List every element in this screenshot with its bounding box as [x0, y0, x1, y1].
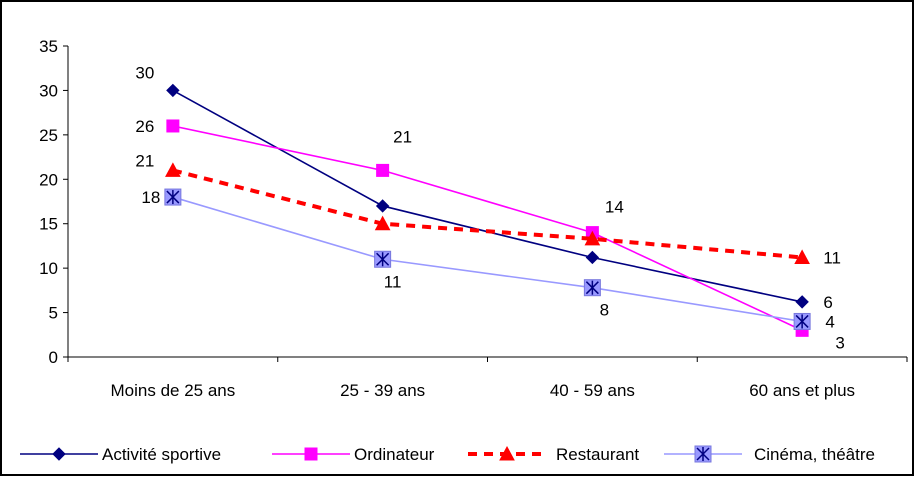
y-tick-label: 35 [39, 37, 58, 56]
legend-item: Cinéma, théâtre [664, 445, 875, 464]
data-point [583, 279, 601, 297]
data-labels: 30 6 26 21 14 3 21 11 18 11 8 4 [135, 63, 844, 352]
data-label: 14 [605, 198, 624, 217]
data-label: 26 [135, 117, 154, 136]
data-label: 30 [135, 63, 154, 82]
data-point [165, 162, 181, 177]
series-layer [164, 83, 811, 337]
legend-label: Restaurant [556, 445, 639, 464]
y-tick-label: 25 [39, 126, 58, 145]
x-tick-label: 60 ans et plus [749, 381, 855, 400]
data-point [166, 83, 180, 98]
legend-swatch-marker [52, 447, 66, 461]
series-line [172, 196, 803, 323]
data-label: 11 [823, 248, 841, 267]
data-label: 11 [384, 272, 402, 291]
x-tick-label: 40 - 59 ans [550, 381, 635, 400]
data-point [795, 295, 809, 309]
data-point [374, 215, 391, 231]
y-tick-label: 0 [49, 348, 58, 367]
legend-item: Activité sportive [20, 445, 221, 464]
y-tick-label: 15 [39, 215, 58, 234]
data-label: 4 [825, 312, 834, 331]
data-label: 21 [135, 151, 154, 170]
legend: Activité sportive Ordinateur Restaurant Cin… [20, 445, 875, 464]
legend-item: Restaurant [468, 445, 639, 464]
data-point [794, 249, 810, 264]
data-label: 8 [600, 301, 609, 320]
data-label: 21 [393, 127, 412, 146]
x-tick-label: 25 - 39 ans [340, 381, 425, 400]
legend-swatch-marker [694, 445, 712, 463]
axes: 0 5 10 15 20 25 30 35 Moins de 25 ans 25 - 39 ans… [39, 37, 908, 400]
data-point [376, 163, 390, 177]
data-point [584, 230, 601, 246]
data-point [793, 312, 811, 330]
data-point [585, 250, 600, 265]
legend-label: Cinéma, théâtre [754, 445, 875, 464]
y-tick-label: 5 [49, 304, 58, 323]
series-line [172, 168, 803, 260]
data-label: 3 [835, 333, 844, 352]
series-line [172, 125, 803, 332]
data-point [375, 199, 390, 213]
y-tick-label: 30 [39, 81, 58, 100]
data-point [164, 188, 182, 206]
legend-label: Ordinateur [354, 445, 435, 464]
data-point [166, 119, 180, 133]
data-label: 18 [141, 188, 160, 207]
data-label: 6 [823, 293, 832, 312]
x-tick-label: Moins de 25 ans [111, 381, 236, 400]
legend-swatch-marker [304, 447, 318, 461]
legend-label: Activité sportive [102, 445, 221, 464]
y-tick-label: 20 [39, 170, 58, 189]
legend-item: Ordinateur [272, 445, 435, 464]
y-tick-label: 10 [39, 259, 58, 278]
data-point [374, 250, 392, 268]
legend-swatch-marker [499, 445, 515, 461]
